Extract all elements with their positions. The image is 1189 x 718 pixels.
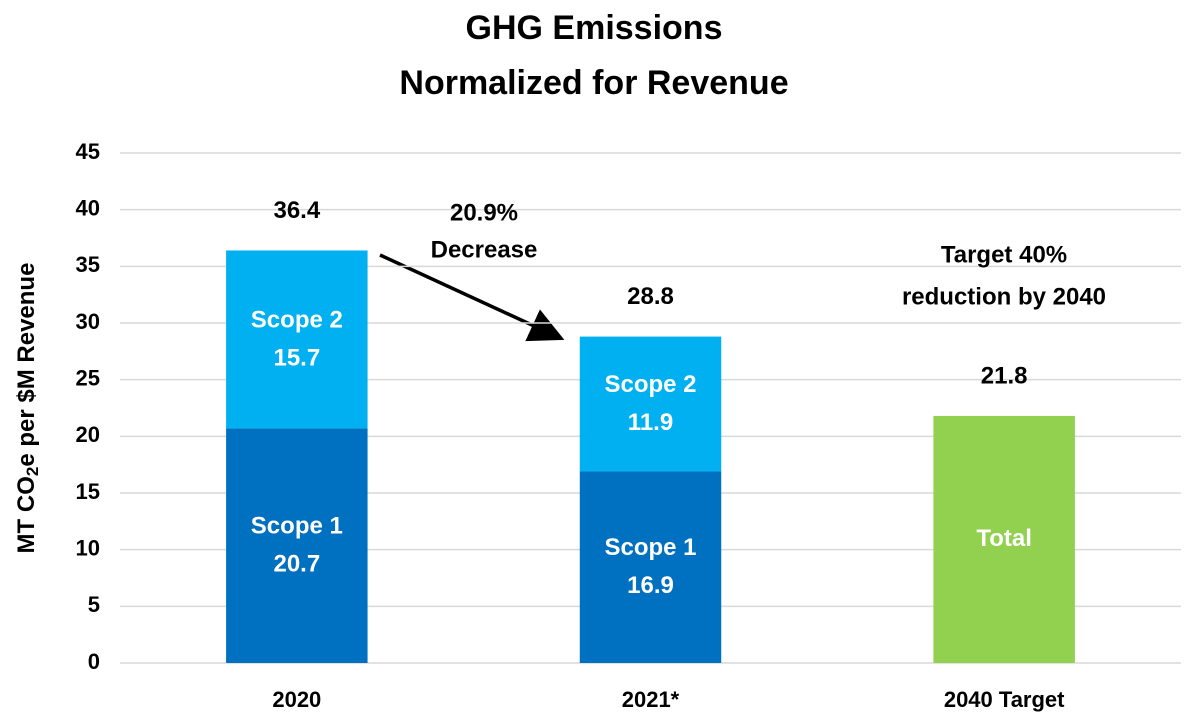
y-axis-label-part: e per $M Revenue <box>13 263 40 467</box>
y-tick-label: 20 <box>76 422 100 447</box>
segment-label: Scope 1 16.9 <box>604 535 696 600</box>
y-axis-label-part: MT CO <box>13 476 40 553</box>
y-tick-label: 10 <box>76 535 100 560</box>
annotation: Target 40% <box>941 241 1067 268</box>
x-tick-label: 2020 <box>272 687 321 712</box>
bar-segment <box>226 250 368 429</box>
segment-value: 11.9 <box>628 409 673 436</box>
y-axis-label-sub: 2 <box>23 467 42 476</box>
segment-name: Total <box>976 525 1032 552</box>
y-tick-label: 40 <box>76 195 100 220</box>
y-tick-label: 15 <box>76 479 100 504</box>
y-axis-label: MT CO2e per $M Revenue <box>13 263 42 554</box>
bar-segment <box>226 428 368 663</box>
y-tick-label: 30 <box>76 309 100 334</box>
annotation: Decrease <box>431 236 538 263</box>
segment-name: Scope 1 <box>251 513 343 540</box>
chart-title: GHG Emissions <box>466 9 723 47</box>
segment-value: 15.7 <box>273 345 320 372</box>
segment-name: Scope 2 <box>604 371 696 398</box>
y-tick-label: 35 <box>76 252 100 277</box>
y-tick-label: 45 <box>76 139 100 164</box>
total-label: 28.8 <box>627 283 674 310</box>
x-tick-label: 2021* <box>622 687 680 712</box>
chart-title: Normalized for Revenue <box>399 64 788 102</box>
segment-label: Scope 2 11.9 <box>604 371 696 436</box>
total-label: 36.4 <box>273 197 320 224</box>
total-label: 21.8 <box>981 362 1028 389</box>
bar-segment <box>579 336 722 472</box>
y-tick-label: 5 <box>88 592 100 617</box>
x-tick-label: 2040 Target <box>944 687 1065 712</box>
segment-name: Scope 2 <box>251 307 343 334</box>
segment-label: Scope 2 15.7 <box>251 307 343 372</box>
annotation: reduction by 2040 <box>902 283 1106 310</box>
bar-segment <box>933 415 1075 663</box>
y-tick-label: 25 <box>76 365 100 390</box>
segment-value: 20.7 <box>273 551 320 578</box>
segment-value: 16.9 <box>627 573 674 600</box>
bar-segment <box>579 471 722 663</box>
arrow <box>379 253 565 342</box>
segment-name: Scope 1 <box>604 535 696 562</box>
annotation: 20.9% <box>450 199 518 226</box>
y-tick-label: 0 <box>88 649 100 674</box>
segment-label: Scope 1 20.7 <box>251 513 343 578</box>
